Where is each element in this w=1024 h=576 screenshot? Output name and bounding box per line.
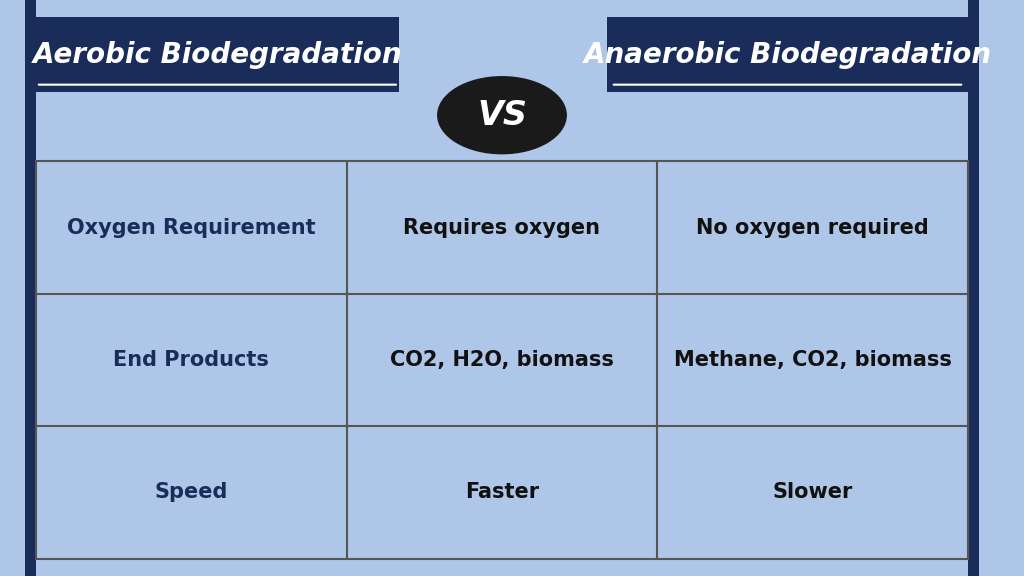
Circle shape — [437, 76, 567, 154]
FancyBboxPatch shape — [25, 0, 36, 576]
FancyBboxPatch shape — [36, 161, 968, 559]
FancyBboxPatch shape — [607, 17, 968, 92]
Text: No oxygen required: No oxygen required — [696, 218, 929, 237]
Text: Methane, CO2, biomass: Methane, CO2, biomass — [674, 350, 951, 370]
Text: Aerobic Biodegradation: Aerobic Biodegradation — [33, 41, 402, 69]
Text: Speed: Speed — [155, 483, 228, 502]
FancyBboxPatch shape — [968, 0, 979, 576]
Text: VS: VS — [477, 98, 527, 132]
Text: Requires oxygen: Requires oxygen — [403, 218, 600, 237]
Text: CO2, H2O, biomass: CO2, H2O, biomass — [390, 350, 614, 370]
Text: Oxygen Requirement: Oxygen Requirement — [67, 218, 315, 237]
Text: EduInput: EduInput — [353, 306, 650, 362]
Text: Faster: Faster — [465, 483, 539, 502]
Text: Anaerobic Biodegradation: Anaerobic Biodegradation — [584, 41, 991, 69]
FancyBboxPatch shape — [36, 17, 398, 92]
Text: Slower: Slower — [772, 483, 853, 502]
Text: End Products: End Products — [114, 350, 269, 370]
